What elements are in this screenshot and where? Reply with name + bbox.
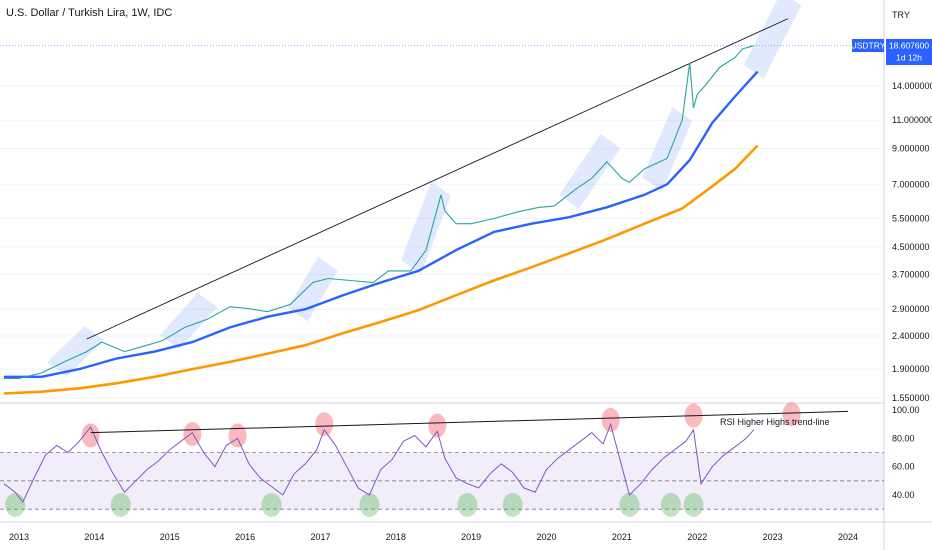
last-price-value: 18.607600 [889,41,929,51]
price-tick-label: 1.550000 [892,393,930,403]
rsi-tick-label: 80.00 [892,433,915,443]
bull-run-box [288,256,338,322]
price-trend-line [86,18,788,340]
time-axis: 2013 2014 2015 2016 2017 2018 2019 2020 2021 2022… [9,532,858,542]
x-tick-label: 2016 [235,532,255,542]
x-tick-label: 2013 [9,532,29,542]
chart-title: U.S. Dollar / Turkish Lira, 1W, IDC [6,7,173,19]
price-grid [0,45,884,399]
bull-run-box [559,134,621,209]
bull-run-box [401,181,451,275]
rsi-low-marker [5,492,26,517]
rsi-peak-marker [183,422,202,447]
price-tick-label: 2.400000 [892,331,930,341]
rsi-tick-label: 60.00 [892,462,915,472]
x-tick-label: 2021 [612,532,632,542]
rsi-low-marker [110,492,131,517]
price-tick-label: 7.000000 [892,179,930,189]
price-tick-label: 4.500000 [892,242,930,252]
symbol-badge-text: USDTRY [851,41,886,51]
x-tick-label: 2018 [386,532,406,542]
ma-orange-line [3,144,759,395]
rsi-low-marker [457,492,478,517]
price-tick-label: 3.700000 [892,270,930,280]
price-tick-label: 14.000000 [892,81,932,91]
rsi-peak-marker [81,423,100,448]
currency-label: TRY [892,10,910,20]
price-tick-label: 5.500000 [892,213,930,223]
rsi-low-marker [359,492,380,517]
price-lines [3,18,788,395]
rsi-low-marker [683,492,704,517]
rsi-peak-marker [315,412,334,437]
price-tick-label: 2.900000 [892,304,930,314]
x-tick-label: 2023 [763,532,783,542]
rsi-line [3,422,755,504]
x-tick-label: 2024 [838,532,858,542]
bull-run-highlights [46,0,802,377]
price-tick-label: 11.000000 [892,115,932,125]
rsi-pane [0,402,884,517]
rsi-trend-line [90,410,849,434]
symbol-badge: USDTRY [851,39,886,52]
x-tick-label: 2022 [687,532,707,542]
rsi-low-marker [502,492,523,517]
rsi-peak-marker [782,402,801,427]
rsi-peak-marker [228,423,247,448]
last-price-badge: 18.607600 1d 12h [886,39,932,65]
ma-blue-line [3,70,759,378]
bull-run-box [642,106,692,192]
price-tick-label: 9.000000 [892,144,930,154]
x-tick-label: 2020 [537,532,557,542]
rsi-low-marker [660,492,681,517]
x-tick-label: 2015 [160,532,180,542]
bull-run-box [743,0,802,79]
rsi-low-marker [261,492,282,517]
price-tick-label: 1.900000 [892,364,930,374]
bull-run-box [159,292,218,350]
x-tick-label: 2014 [84,532,104,542]
rsi-annotation: RSI Higher Highs trend-line [720,417,830,427]
rsi-low-marker [619,492,640,517]
rsi-axis: 100.00 80.00 60.00 40.00 [892,405,920,500]
rsi-peak-marker [601,407,620,432]
price-axis: 14.000000 11.000000 9.000000 7.000000 5.5000… [892,81,932,403]
rsi-tick-label: 40.00 [892,490,915,500]
rsi-peak-marker [428,413,447,438]
x-tick-label: 2019 [461,532,481,542]
x-tick-label: 2017 [310,532,330,542]
rsi-tick-label: 100.00 [892,405,920,415]
price-line [3,45,754,379]
bar-countdown: 1d 12h [896,53,922,63]
